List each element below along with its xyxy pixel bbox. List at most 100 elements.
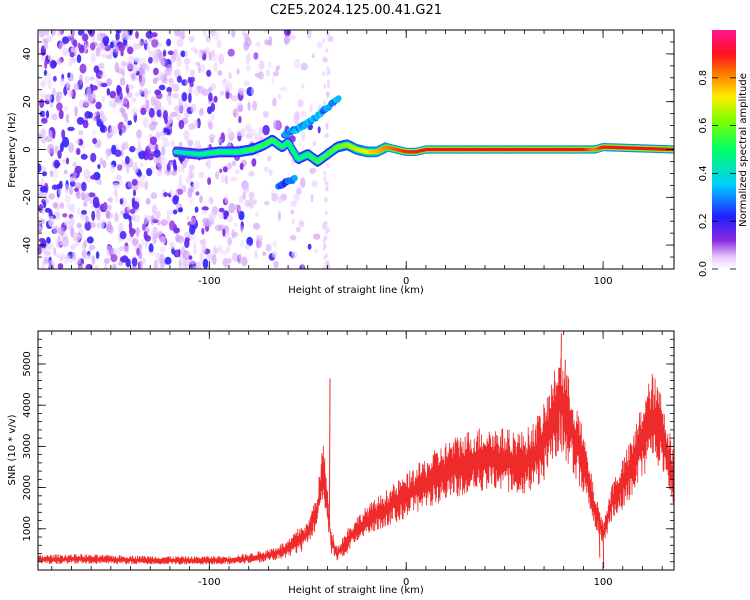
noise-speckle [239, 162, 244, 171]
noise-speckle [146, 215, 152, 222]
noise-speckle [114, 149, 122, 157]
noise-speckle [150, 96, 156, 106]
noise-speckle [76, 54, 82, 64]
noise-speckle [112, 182, 120, 189]
noise-speckle [312, 141, 317, 147]
y-tick-label: -40 [22, 237, 33, 253]
noise-speckle [325, 123, 329, 129]
noise-speckle [67, 225, 72, 231]
noise-speckle [145, 30, 153, 39]
noise-speckle [207, 177, 212, 186]
noise-speckle [316, 41, 323, 49]
noise-speckle [146, 168, 153, 177]
noise-speckle [211, 205, 218, 216]
noise-speckle [245, 63, 251, 72]
noise-speckle [117, 261, 124, 266]
noise-speckle [313, 233, 321, 240]
noise-speckle [59, 78, 65, 86]
noise-speckle [62, 47, 69, 57]
noise-speckle [172, 83, 180, 92]
noise-speckle [273, 260, 279, 268]
noise-speckle [106, 220, 112, 230]
noise-speckle [51, 128, 56, 140]
noise-speckle [231, 95, 238, 102]
y-tick-label: 3000 [22, 434, 33, 459]
noise-speckle [174, 54, 181, 62]
noise-speckle [123, 245, 130, 254]
noise-speckle [228, 72, 232, 80]
noise-speckle [163, 192, 169, 197]
noise-speckle [74, 165, 83, 174]
noise-speckle [70, 226, 75, 238]
noise-speckle [194, 140, 202, 151]
noise-speckle [327, 227, 331, 233]
noise-speckle [176, 235, 185, 244]
noise-speckle [38, 237, 46, 243]
noise-speckle [153, 49, 159, 56]
noise-speckle [242, 184, 250, 193]
noise-speckle [323, 243, 327, 249]
noise-speckle [89, 42, 96, 51]
noise-speckle [106, 131, 111, 140]
noise-speckle [324, 229, 328, 235]
noise-speckle [224, 210, 230, 218]
noise-speckle [187, 171, 195, 179]
spectrogram-ylabel: Frequency (Hz) [7, 112, 18, 188]
noise-speckle [133, 214, 141, 223]
noise-speckle [161, 58, 165, 68]
noise-speckle [61, 129, 66, 139]
noise-speckle [158, 71, 164, 82]
noise-speckle [188, 255, 193, 260]
noise-speckle [265, 69, 271, 77]
noise-speckle [97, 30, 101, 41]
noise-speckle [85, 215, 89, 224]
noise-speckle [322, 38, 326, 44]
noise-speckle [56, 183, 62, 189]
noise-speckle [201, 206, 209, 211]
noise-speckle [47, 242, 54, 250]
noise-speckle [81, 210, 87, 215]
noise-speckle [207, 158, 212, 170]
noise-speckle [109, 90, 117, 99]
noise-speckle [74, 182, 82, 189]
noise-speckle [58, 109, 64, 120]
noise-speckle [243, 41, 250, 51]
noise-speckle [69, 52, 75, 58]
noise-speckle [45, 199, 50, 204]
noise-speckle [326, 163, 330, 168]
noise-speckle [151, 204, 158, 215]
noise-speckle [267, 155, 272, 162]
noise-speckle [153, 259, 159, 269]
noise-speckle [271, 192, 278, 202]
noise-speckle [124, 123, 130, 130]
noise-speckle [75, 190, 81, 200]
snr-spike [598, 521, 601, 558]
noise-speckle [265, 243, 272, 252]
noise-speckle [105, 210, 110, 219]
spectrogram-ticks: -100 0 100 -40 -20 0 20 40 [22, 29, 674, 287]
noise-speckle [169, 161, 174, 167]
noise-speckle [69, 180, 76, 187]
noise-speckle [175, 250, 179, 257]
noise-speckle [168, 114, 172, 125]
noise-speckle [127, 84, 135, 90]
noise-speckle [38, 225, 42, 231]
noise-speckle [300, 177, 306, 189]
noise-speckle [126, 61, 133, 70]
noise-speckle [85, 263, 93, 269]
noise-speckle [300, 62, 308, 71]
noise-speckle [181, 30, 185, 40]
noise-speckle [219, 90, 225, 96]
noise-speckle [131, 201, 140, 210]
noise-speckle [143, 117, 149, 128]
noise-speckle [322, 225, 326, 231]
noise-speckle [290, 209, 295, 215]
noise-speckle [323, 175, 327, 181]
noise-speckle [100, 115, 108, 123]
colorbar-tick-label: 0.8 [698, 70, 709, 86]
noise-speckle [301, 264, 305, 269]
noise-speckle [57, 263, 64, 269]
noise-speckle [80, 153, 88, 160]
noise-speckle [178, 207, 183, 213]
y-tick-label: -20 [22, 189, 33, 205]
